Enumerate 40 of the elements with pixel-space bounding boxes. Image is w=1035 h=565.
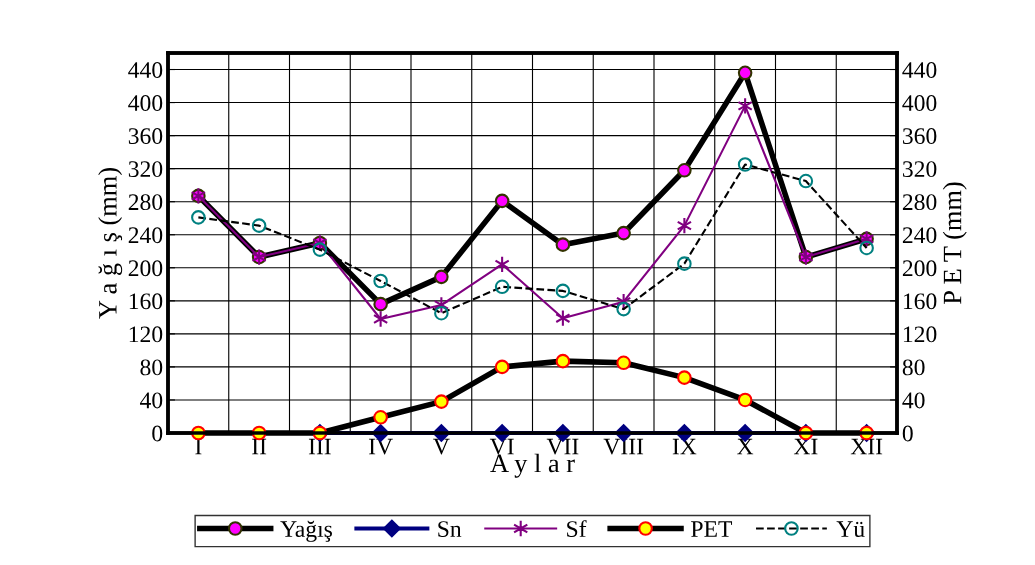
y2-tick-label: 440 bbox=[902, 62, 937, 78]
y2-tick-label: 0 bbox=[902, 425, 913, 442]
legend-label: Sn bbox=[438, 521, 462, 538]
y-tick-label: 120 bbox=[129, 326, 163, 343]
legend-label: Yü bbox=[836, 521, 865, 538]
x-tick-label: V bbox=[433, 438, 450, 455]
y2-axis-title: P E T (mm) bbox=[942, 182, 967, 304]
y-tick-label: 400 bbox=[128, 95, 163, 111]
y-tick-label: 360 bbox=[128, 128, 163, 145]
y2-tick-label: 120 bbox=[903, 326, 937, 343]
y-tick-label: 440 bbox=[128, 62, 163, 78]
legend-label: Yağış bbox=[280, 520, 332, 542]
y2-tick-label: 160 bbox=[903, 293, 937, 310]
x-tick-label: VI bbox=[489, 438, 514, 455]
legend-label: PET bbox=[691, 521, 733, 537]
y2-tick-label: 280 bbox=[902, 194, 937, 211]
x-tick-label: VII bbox=[546, 438, 579, 455]
x-tick-label: IV bbox=[369, 438, 393, 455]
y2-tick-label: 360 bbox=[902, 128, 937, 145]
y-tick-label: 160 bbox=[129, 293, 163, 310]
y2-tick-label: 40 bbox=[902, 392, 925, 409]
y-tick-label: 280 bbox=[128, 194, 163, 211]
y-tick-label: 0 bbox=[152, 425, 163, 442]
y2-tick-label: 320 bbox=[902, 161, 937, 178]
x-tick-label: II bbox=[252, 438, 267, 455]
y2-tick-label: 80 bbox=[902, 359, 925, 376]
legend-label: Sf bbox=[567, 520, 587, 538]
y-axis-title: Y a ğ ı ş (mm) bbox=[98, 168, 123, 319]
y-tick-label: 40 bbox=[139, 392, 163, 409]
y-tick-label: 320 bbox=[128, 161, 163, 178]
x-tick-label: XII bbox=[850, 438, 883, 455]
y2-tick-label: 400 bbox=[902, 95, 937, 111]
y-tick-label: 200 bbox=[128, 260, 163, 277]
y2-tick-label: 240 bbox=[902, 227, 937, 244]
y-tick-label: 240 bbox=[128, 227, 163, 244]
x-tick-label: VIII bbox=[603, 438, 644, 455]
y2-tick-label: 200 bbox=[902, 260, 937, 277]
x-tick-label: X bbox=[737, 438, 754, 455]
x-tick-label: XI bbox=[793, 438, 818, 455]
y-tick-label: 80 bbox=[140, 359, 163, 376]
